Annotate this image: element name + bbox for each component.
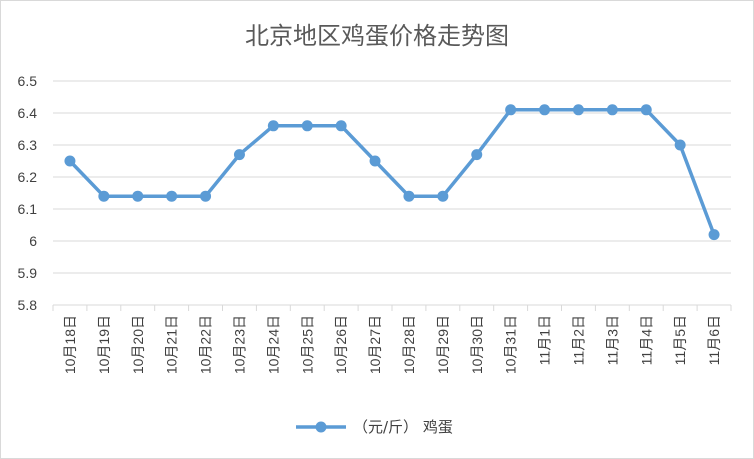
data-point — [674, 139, 686, 151]
x-tick-label: 11月2日 — [570, 315, 586, 365]
data-point — [132, 190, 144, 202]
x-tick-label: 10月20日 — [130, 315, 146, 374]
x-tick-label: 11月6日 — [706, 315, 722, 365]
data-point — [267, 120, 279, 132]
data-point — [301, 120, 313, 132]
x-tick-label: 11月4日 — [638, 315, 654, 365]
chart-title: 北京地区鸡蛋价格走势图 — [245, 22, 509, 50]
x-tick-label: 11月3日 — [604, 315, 620, 365]
x-axis: 10月18日 10月19日 10月20日 10月21日 10月22日 10月23日 10月2… — [52, 305, 732, 374]
y-tick-label: 6 — [29, 233, 37, 249]
y-tick-label: 6.4 — [18, 105, 38, 121]
legend: （元/斤） 鸡蛋 — [296, 418, 453, 436]
data-point — [369, 155, 381, 167]
data-point — [200, 190, 212, 202]
data-point — [233, 149, 245, 161]
x-tick-label: 10月28日 — [401, 315, 417, 374]
x-tick-label: 10月25日 — [299, 315, 315, 374]
x-tick-label: 11月5日 — [672, 315, 688, 365]
data-point — [708, 229, 720, 241]
data-point — [403, 190, 415, 202]
x-tick-label: 10月21日 — [164, 315, 180, 374]
x-tick-label: 11月1日 — [537, 315, 553, 365]
x-tick-label: 10月31日 — [503, 315, 519, 374]
y-tick-label: 5.8 — [18, 297, 38, 313]
x-tick-label: 10月26日 — [333, 315, 349, 374]
data-point — [572, 104, 584, 116]
data-point — [606, 104, 618, 116]
x-tick-label: 10月27日 — [367, 315, 383, 374]
data-point — [166, 190, 178, 202]
data-point — [471, 149, 483, 161]
data-point — [505, 104, 517, 116]
x-tick-label: 10月19日 — [96, 315, 112, 374]
x-tick-label: 10月24日 — [265, 315, 281, 374]
gridlines — [53, 80, 731, 306]
series-layer — [64, 104, 720, 241]
legend-marker-icon — [315, 421, 327, 433]
legend-label: （元/斤） 鸡蛋 — [353, 418, 453, 436]
y-tick-label: 6.2 — [18, 169, 38, 185]
y-tick-label: 6.1 — [18, 201, 38, 217]
data-point — [640, 104, 652, 116]
data-point — [335, 120, 347, 132]
data-point — [437, 190, 449, 202]
y-tick-label: 6.5 — [18, 73, 38, 89]
data-point — [64, 155, 76, 167]
y-axis: 6.5 6.4 6.3 6.2 6.1 6 5.9 5.8 — [18, 73, 38, 313]
x-tick-label: 10月18日 — [62, 315, 78, 374]
x-tick-label: 10月30日 — [469, 315, 485, 374]
data-point — [98, 190, 110, 202]
x-tick-label: 10月29日 — [435, 315, 451, 374]
y-tick-label: 5.9 — [18, 265, 38, 281]
x-tick-label: 10月22日 — [198, 315, 214, 374]
series-line — [68, 108, 716, 237]
x-tick-label: 10月23日 — [231, 315, 247, 374]
data-point — [539, 104, 551, 116]
y-tick-label: 6.3 — [18, 137, 38, 153]
